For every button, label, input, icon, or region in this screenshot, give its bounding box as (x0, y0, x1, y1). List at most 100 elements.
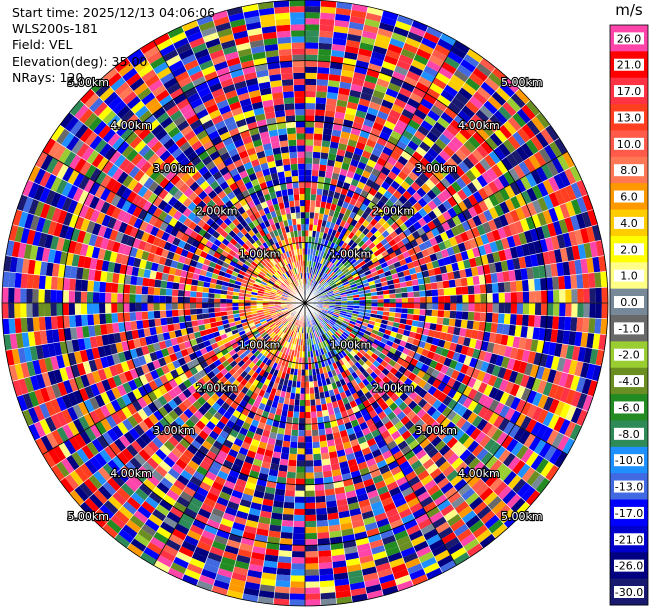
velocity-gate (503, 224, 513, 238)
velocity-gate (341, 266, 348, 273)
velocity-gate (289, 593, 305, 600)
velocity-gate (437, 38, 454, 52)
velocity-gate (588, 317, 596, 334)
velocity-gate (305, 496, 316, 503)
velocity-gate (305, 369, 309, 376)
velocity-gate (305, 502, 316, 510)
velocity-gate (368, 187, 378, 197)
velocity-gate (365, 178, 375, 188)
velocity-gate (385, 88, 399, 99)
velocity-gate (426, 296, 433, 303)
velocity-gate (305, 581, 320, 588)
velocity-gate (312, 267, 317, 275)
velocity-gate (316, 73, 330, 81)
velocity-gate (386, 225, 395, 235)
velocity-gate (316, 79, 329, 87)
velocity-gate (551, 157, 565, 174)
velocity-gate (377, 234, 386, 242)
velocity-gate (291, 551, 305, 558)
velocity-gate (493, 110, 508, 125)
velocity-gate (441, 188, 453, 200)
velocity-gate (317, 54, 331, 62)
velocity-gate (390, 165, 402, 176)
velocity-gate (446, 218, 457, 229)
velocity-gate (377, 27, 394, 38)
velocity-gate (374, 177, 385, 187)
velocity-gate (328, 262, 334, 269)
velocity-gate (305, 539, 318, 546)
velocity-gate (360, 36, 376, 46)
velocity-gate (415, 48, 432, 61)
velocity-gate (320, 271, 325, 278)
velocity-gate (420, 263, 428, 272)
velocity-gate (337, 225, 344, 233)
velocity-gate (361, 150, 372, 160)
velocity-gate (503, 170, 515, 185)
velocity-gate (508, 167, 521, 182)
velocity-gate (435, 250, 444, 260)
velocity-gate (154, 318, 162, 327)
velocity-gate (344, 195, 352, 204)
velocity-gate (353, 147, 364, 156)
velocity-gate (320, 289, 326, 294)
velocity-gate (362, 24, 379, 34)
velocity-gate (111, 292, 118, 303)
ray-separator (304, 48, 471, 304)
velocity-gate (317, 284, 323, 291)
velocity-gate (44, 289, 51, 303)
velocity-gate (386, 185, 397, 195)
velocity-gate (183, 309, 191, 316)
velocity-gate (98, 292, 106, 303)
velocity-gate (472, 190, 484, 204)
velocity-gate (329, 263, 336, 271)
velocity-gate (214, 303, 221, 308)
velocity-gate (436, 116, 450, 129)
velocity-gate (377, 186, 387, 196)
velocity-gate (336, 99, 348, 108)
velocity-gate (183, 290, 191, 297)
velocity-gate (454, 233, 464, 245)
velocity-gate (349, 267, 356, 274)
velocity-gate (357, 161, 367, 171)
velocity-gate (333, 276, 340, 282)
velocity-gate (312, 224, 318, 232)
velocity-gate (314, 109, 326, 117)
ray-separator (304, 194, 588, 304)
velocity-gate (422, 136, 435, 148)
velocity-gate (305, 448, 313, 455)
velocity-gate (444, 56, 461, 70)
velocity-gate (463, 140, 477, 153)
velocity-gate (402, 42, 419, 54)
velocity-gate (311, 417, 318, 425)
velocity-gate (350, 9, 367, 19)
velocity-gate (322, 128, 333, 136)
velocity-gate (333, 289, 340, 294)
velocity-gate (317, 176, 325, 184)
velocity-gate (307, 248, 311, 255)
velocity-gate (332, 250, 339, 258)
velocity-gate (411, 114, 424, 126)
ray-separator (304, 124, 551, 304)
velocity-gate (378, 131, 391, 142)
velocity-gate (439, 33, 457, 46)
velocity-gate (286, 471, 297, 479)
velocity-gate (419, 290, 427, 297)
velocity-gate (543, 144, 557, 161)
velocity-gate (411, 151, 424, 162)
velocity-gate (340, 249, 347, 256)
velocity-gate (466, 217, 477, 230)
velocity-gate (601, 303, 608, 319)
velocity-gate (350, 241, 358, 249)
velocity-gate (461, 285, 469, 295)
velocity-gate (407, 31, 424, 43)
velocity-gate (382, 221, 391, 231)
velocity-gate (81, 279, 89, 292)
velocity-gate (361, 86, 375, 96)
velocity-gate (105, 292, 112, 303)
velocity-gate (314, 489, 326, 497)
velocity-gate (437, 258, 446, 267)
velocity-gate (340, 75, 353, 84)
velocity-gate (406, 261, 415, 270)
velocity-gate (412, 259, 421, 268)
velocity-gate (413, 130, 427, 142)
